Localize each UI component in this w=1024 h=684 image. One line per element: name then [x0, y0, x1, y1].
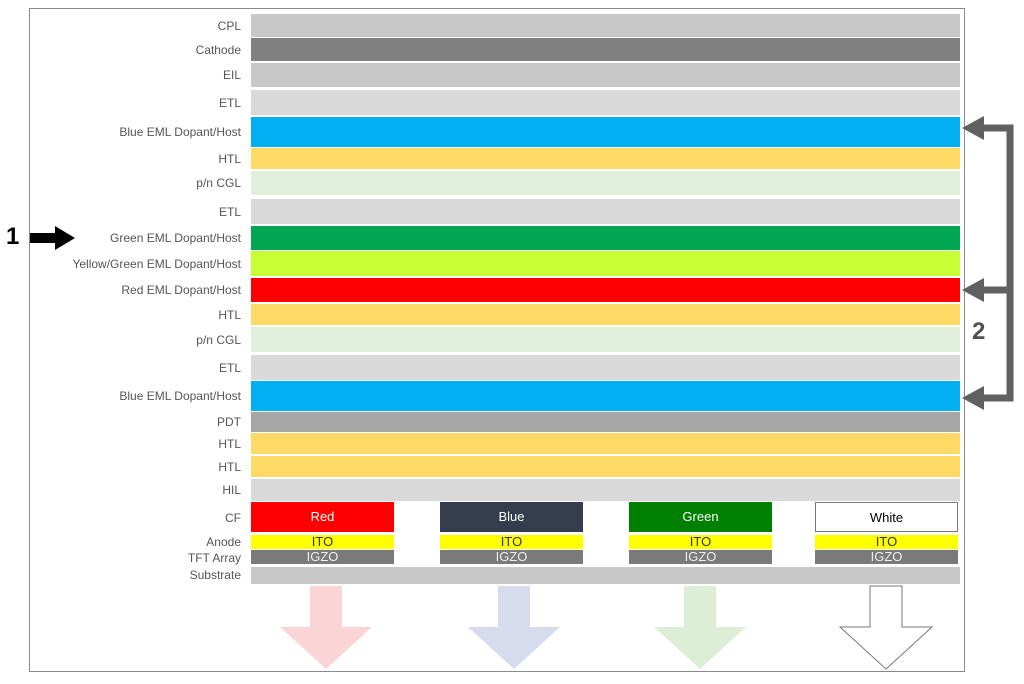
cf-label: CF [225, 511, 241, 525]
layer-18 [251, 479, 960, 501]
layer-16 [251, 433, 960, 454]
layer-label-2: EIL [222, 68, 241, 82]
layer-label-16: HTL [218, 436, 241, 451]
substrate-layer [251, 567, 960, 584]
ito-1: ITO [440, 535, 583, 549]
substrate-label: Substrate [189, 568, 241, 582]
layer-4 [251, 117, 960, 147]
layer-label-12: p/n CGL [196, 332, 241, 347]
igzo-0: IGZO [251, 550, 394, 564]
layer-10 [251, 278, 960, 302]
layer-label-3: ETL [218, 95, 241, 110]
layer-9 [251, 251, 960, 276]
layer-6 [251, 171, 960, 195]
layer-7 [251, 199, 960, 224]
layer-label-6: p/n CGL [196, 176, 241, 190]
igzo-3: IGZO [815, 550, 958, 564]
layer-label-8: Green EML Dopant/Host [110, 231, 241, 245]
layer-8 [251, 226, 960, 250]
cf-red: Red [251, 502, 394, 532]
emission-arrow-red [280, 586, 372, 669]
igzo-2: IGZO [629, 550, 772, 564]
layer-label-13: ETL [218, 360, 241, 375]
layer-label-5: HTL [218, 151, 241, 166]
emission-arrow-green [654, 586, 746, 669]
igzo-1: IGZO [440, 550, 583, 564]
layer-13 [251, 355, 960, 380]
layer-label-17: HTL [218, 459, 241, 474]
layer-label-0: CPL [217, 18, 241, 33]
emission-arrows [280, 585, 934, 670]
layer-label-9: Yellow/Green EML Dopant/Host [72, 256, 241, 271]
layer-label-18: HIL [222, 483, 241, 497]
anode-label: Anode [206, 535, 241, 549]
tandem-bracket [962, 116, 1014, 410]
layer-label-4: Blue EML Dopant/Host [119, 125, 241, 139]
ito-3: ITO [815, 535, 958, 549]
layer-0 [251, 14, 960, 37]
marker-2-label: 2 [972, 318, 986, 345]
layer-2 [251, 63, 960, 87]
layer-17 [251, 456, 960, 477]
emission-arrow-blue [468, 586, 560, 669]
marker-1-arrow-icon [30, 226, 75, 250]
layer-label-15: PDT [217, 415, 241, 429]
marker-1-label: 1 [6, 223, 20, 250]
layer-1 [251, 38, 960, 61]
emission-arrow-white [838, 585, 934, 670]
layer-3 [251, 90, 960, 115]
layer-label-1: Cathode [195, 42, 241, 57]
diagram-frame [29, 8, 965, 672]
layer-label-10: Red EML Dopant/Host [121, 283, 241, 297]
ito-0: ITO [251, 535, 394, 549]
ito-2: ITO [629, 535, 772, 549]
cf-green: Green [629, 502, 772, 532]
cf-white: White [815, 502, 958, 532]
layer-15 [251, 412, 960, 432]
cf-blue: Blue [440, 502, 583, 532]
layer-label-7: ETL [218, 204, 241, 219]
layer-12 [251, 327, 960, 352]
layer-label-11: HTL [218, 307, 241, 322]
layer-11 [251, 304, 960, 325]
layer-5 [251, 148, 960, 169]
layer-14 [251, 381, 960, 411]
tft-array-label: TFT Array [187, 551, 241, 565]
layer-label-14: Blue EML Dopant/Host [119, 389, 241, 403]
